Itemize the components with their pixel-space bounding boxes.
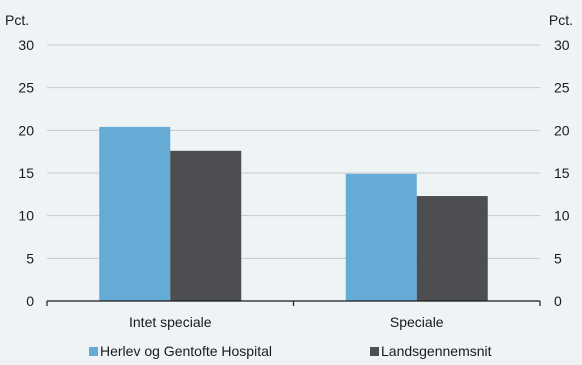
y-tick-label-left: 15	[18, 165, 34, 181]
x-axis	[46, 300, 541, 306]
y-tick-label-right: 15	[554, 165, 570, 181]
y-tick-label-left: 20	[18, 122, 34, 138]
bar	[416, 196, 488, 301]
category-label: Speciale	[390, 314, 444, 330]
y-unit-label-right: Pct.	[549, 12, 573, 28]
y-tick-label-right: 10	[554, 208, 570, 224]
bar	[99, 126, 171, 301]
y-tick-label-right: 30	[554, 37, 570, 53]
y-tick-labels: 0 0 5 5 10 10 15 15 20 20 25 25 30 30	[18, 37, 569, 309]
y-tick-label-left: 30	[18, 37, 34, 53]
category-label: Intet speciale	[129, 314, 212, 330]
y-unit-label-left: Pct.	[5, 12, 29, 28]
bar	[170, 150, 242, 301]
y-tick-label-right: 5	[554, 250, 562, 266]
legend-swatch	[370, 347, 379, 356]
y-tick-label-left: 5	[26, 250, 34, 266]
legend-label: Herlev og Gentofte Hospital	[100, 343, 272, 359]
y-tick-label-right: 20	[554, 122, 570, 138]
y-tick-label-left: 25	[18, 80, 34, 96]
legend-swatch	[89, 347, 98, 356]
y-tick-label-left: 0	[26, 293, 34, 309]
category-labels: Intet speciale Speciale	[129, 314, 444, 330]
legend: Herlev og Gentofte Hospital Landsgennemsn…	[89, 343, 492, 359]
bars	[99, 126, 488, 301]
bar	[345, 173, 417, 301]
y-tick-label-right: 0	[554, 293, 562, 309]
y-tick-label-right: 25	[554, 80, 570, 96]
legend-label: Landsgennemsnit	[381, 343, 492, 359]
y-tick-label-left: 10	[18, 208, 34, 224]
